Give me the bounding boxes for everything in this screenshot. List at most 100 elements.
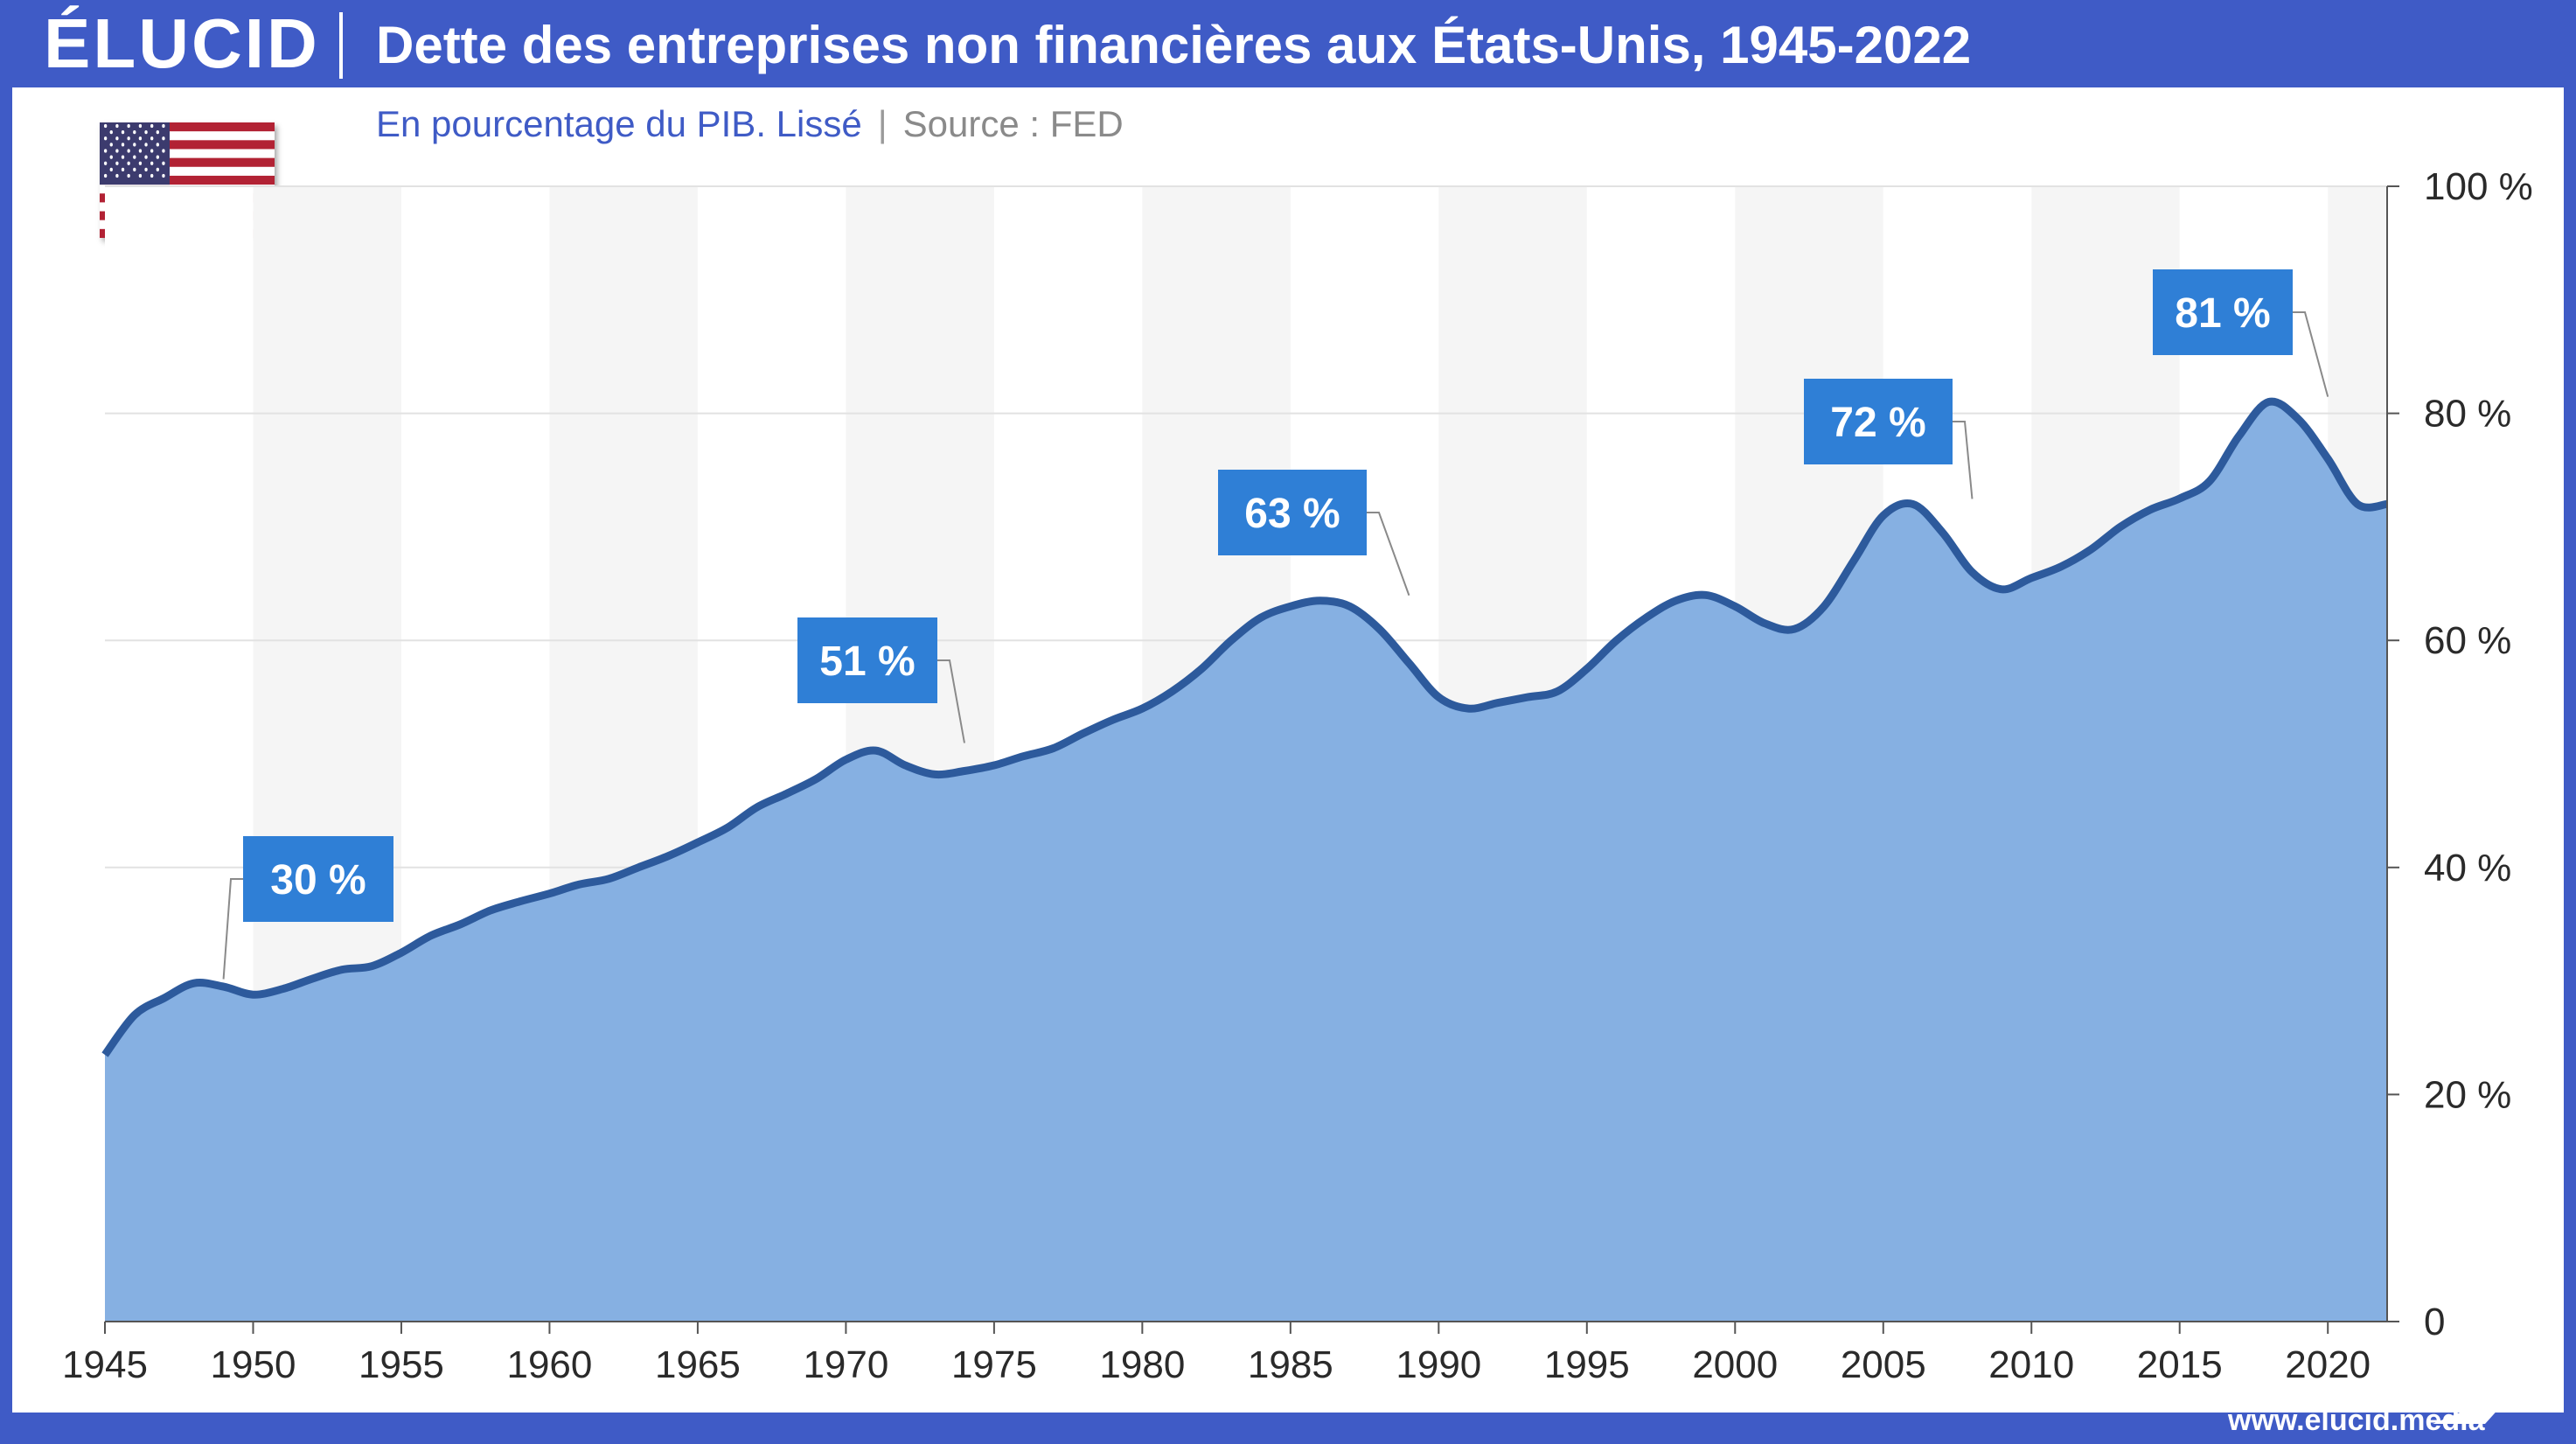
flag-star	[109, 155, 113, 159]
flag-star	[156, 129, 159, 135]
annotation-label-0: 30 %	[270, 857, 366, 903]
elucid-arrow-icon	[2433, 1389, 2517, 1424]
flag-star	[109, 143, 113, 147]
annotation-label-4: 81 %	[2175, 290, 2270, 337]
flag-stripe	[100, 122, 275, 132]
annotation-box-4	[2153, 269, 2293, 355]
x-tick-label-1980: 1980	[1099, 1343, 1185, 1386]
y-tick-label-100: 100 %	[2424, 165, 2533, 208]
x-axis-ticks: 1945 1950 1955 1960 1965 1970 1975 1980 1985 1990…	[62, 1322, 2371, 1386]
flag-star	[150, 173, 154, 178]
flag-stripe	[100, 131, 275, 141]
x-tick-label-1995: 1995	[1544, 1343, 1630, 1386]
flag-star	[162, 149, 165, 153]
subtitle-text: En pourcentage du PIB. Lissé	[376, 103, 862, 144]
flag-star	[138, 123, 143, 129]
flag-star	[109, 129, 113, 135]
flag-star	[150, 161, 154, 165]
flag-star	[162, 136, 165, 141]
flag-star	[109, 167, 113, 171]
flag-star	[121, 143, 125, 147]
annotation-box-2	[1218, 470, 1367, 555]
flag-star	[133, 167, 136, 171]
flag-star	[138, 173, 143, 178]
annotation-box-1	[797, 617, 937, 703]
x-tick-label-1945: 1945	[62, 1343, 148, 1386]
flag-star	[133, 143, 136, 147]
flag-stripe	[100, 175, 275, 185]
flag-star	[115, 149, 119, 153]
x-tick-label-2005: 2005	[1841, 1343, 1926, 1386]
flag-star	[150, 149, 154, 153]
flag-stripe	[100, 166, 275, 177]
x-tick-label-2010: 2010	[1988, 1343, 2074, 1386]
y-tick-label-20: 20 %	[2424, 1073, 2511, 1116]
chart-title: Dette des entreprises non financières au…	[376, 16, 1972, 74]
flag-star	[127, 149, 130, 153]
axes	[105, 186, 2388, 1322]
x-tick-label-1990: 1990	[1396, 1343, 1481, 1386]
flag-star	[144, 167, 148, 171]
flag-star	[138, 149, 143, 153]
debt-area	[105, 401, 2387, 1322]
flag-star	[150, 123, 154, 129]
subtitle-separator: |	[877, 103, 888, 144]
annotation-leader-3	[1953, 421, 1974, 499]
annotation-leader-0	[222, 878, 243, 980]
flag-star	[103, 173, 108, 178]
x-tick-label-1985: 1985	[1248, 1343, 1333, 1386]
flag-stripe	[100, 149, 275, 159]
flag-star	[133, 155, 136, 159]
annotation-leader-2	[1367, 512, 1410, 596]
flag-star	[115, 173, 119, 178]
flag-stripe	[100, 140, 275, 150]
flag-star	[150, 136, 154, 141]
y-tick-label-40: 40 %	[2424, 847, 2511, 889]
flag-star	[115, 161, 119, 165]
annotation-label-1: 51 %	[819, 638, 915, 685]
annotation-box-3	[1804, 379, 1953, 464]
annotation-label-2: 63 %	[1244, 491, 1340, 537]
y-axis-ticks: 0 20 % 40 % 60 % 80 % 100 %	[2387, 165, 2533, 1343]
flag-star	[144, 143, 148, 147]
flag-star	[144, 129, 148, 135]
flag-star	[144, 155, 148, 159]
annotation-leader-1	[937, 659, 965, 743]
flag-star	[138, 161, 143, 165]
x-tick-label-1960: 1960	[506, 1343, 592, 1386]
y-tick-label-0: 0	[2424, 1301, 2445, 1343]
flag-star	[127, 136, 130, 141]
flag-star	[121, 129, 125, 135]
x-tick-label-1965: 1965	[655, 1343, 741, 1386]
x-tick-label-2000: 2000	[1692, 1343, 1778, 1386]
annotation-label-3: 72 %	[1830, 400, 1925, 446]
flag-star	[156, 143, 159, 147]
y-tick-label-80: 80 %	[2424, 393, 2511, 436]
flag-star	[103, 123, 108, 129]
x-tick-label-1950: 1950	[211, 1343, 296, 1386]
flag-star	[133, 129, 136, 135]
flag-star	[138, 136, 143, 141]
x-tick-label-1955: 1955	[359, 1343, 444, 1386]
logo-divider	[339, 12, 343, 79]
flag-star	[115, 123, 119, 129]
header-bar: ÉLUCID Dette des entreprises non financi…	[0, 0, 2576, 87]
flag-star	[156, 167, 159, 171]
annotation-leader-4	[2293, 311, 2329, 397]
flag-star	[127, 123, 130, 129]
flag-star	[127, 161, 130, 165]
flag-star	[127, 173, 130, 178]
elucid-logo: ÉLUCID	[44, 4, 320, 82]
y-tick-label-60: 60 %	[2424, 619, 2511, 662]
source-text: Source : FED	[902, 103, 1124, 144]
flag-star	[103, 136, 108, 141]
flag-stripe	[100, 157, 275, 168]
flag-star	[121, 155, 125, 159]
flag-star	[162, 123, 165, 129]
annotations: 30 % 51 % 63 % 72 % 81 %	[222, 269, 2329, 980]
flag-star	[162, 173, 165, 178]
chart-subtitle: En pourcentage du PIB. Lissé | Source : FE…	[376, 98, 1124, 150]
annotation-box-0	[243, 836, 393, 922]
flag-star	[121, 167, 125, 171]
